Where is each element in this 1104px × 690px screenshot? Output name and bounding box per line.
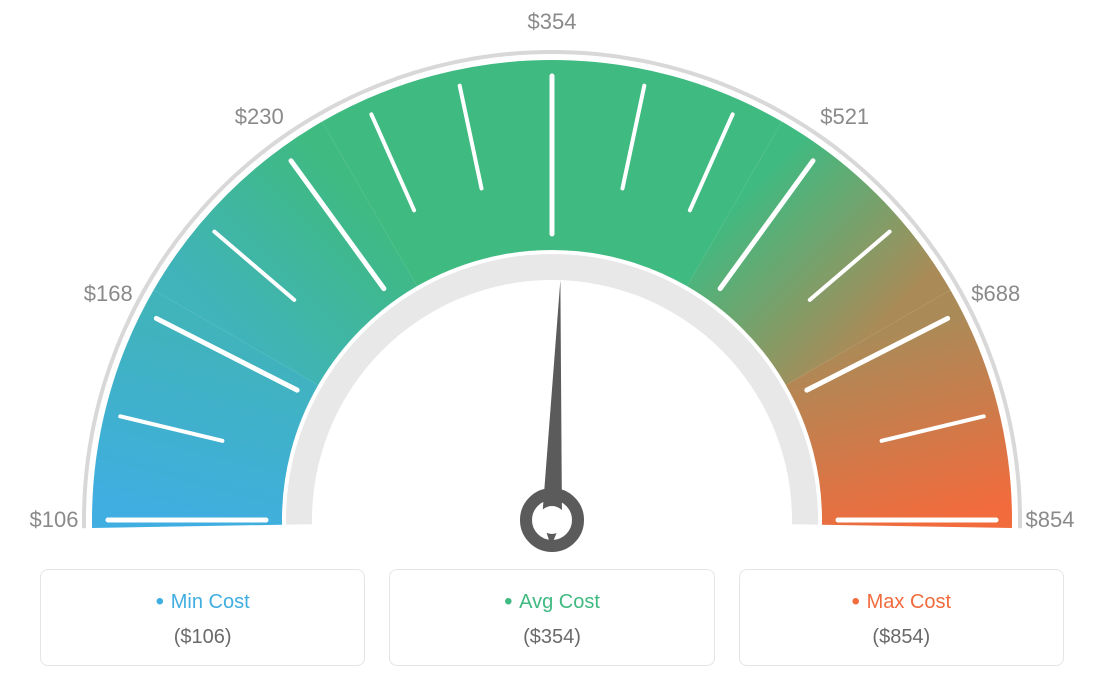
gauge-svg: [0, 0, 1104, 560]
legend-label-min: Min Cost: [51, 588, 354, 616]
legend-card-max: Max Cost ($854): [739, 569, 1064, 666]
legend-row: Min Cost ($106) Avg Cost ($354) Max Cost…: [40, 569, 1064, 666]
tick-label: $168: [84, 281, 133, 307]
legend-value-min: ($106): [51, 626, 354, 649]
tick-label: $854: [1026, 507, 1075, 533]
cost-gauge-chart: $106 $168 $230 $354 $521 $688 $854 Min Cost ($…: [0, 0, 1104, 690]
tick-label: $688: [971, 281, 1020, 307]
tick-label: $521: [820, 104, 869, 130]
gauge-area: $106 $168 $230 $354 $521 $688 $854: [0, 0, 1104, 560]
legend-card-avg: Avg Cost ($354): [389, 569, 714, 666]
legend-card-min: Min Cost ($106): [40, 569, 365, 666]
legend-value-avg: ($354): [400, 626, 703, 649]
legend-label-max: Max Cost: [750, 588, 1053, 616]
legend-value-max: ($854): [750, 626, 1053, 649]
legend-label-avg: Avg Cost: [400, 588, 703, 616]
tick-label: $106: [30, 507, 79, 533]
tick-label: $230: [235, 104, 284, 130]
tick-label: $354: [528, 9, 577, 35]
